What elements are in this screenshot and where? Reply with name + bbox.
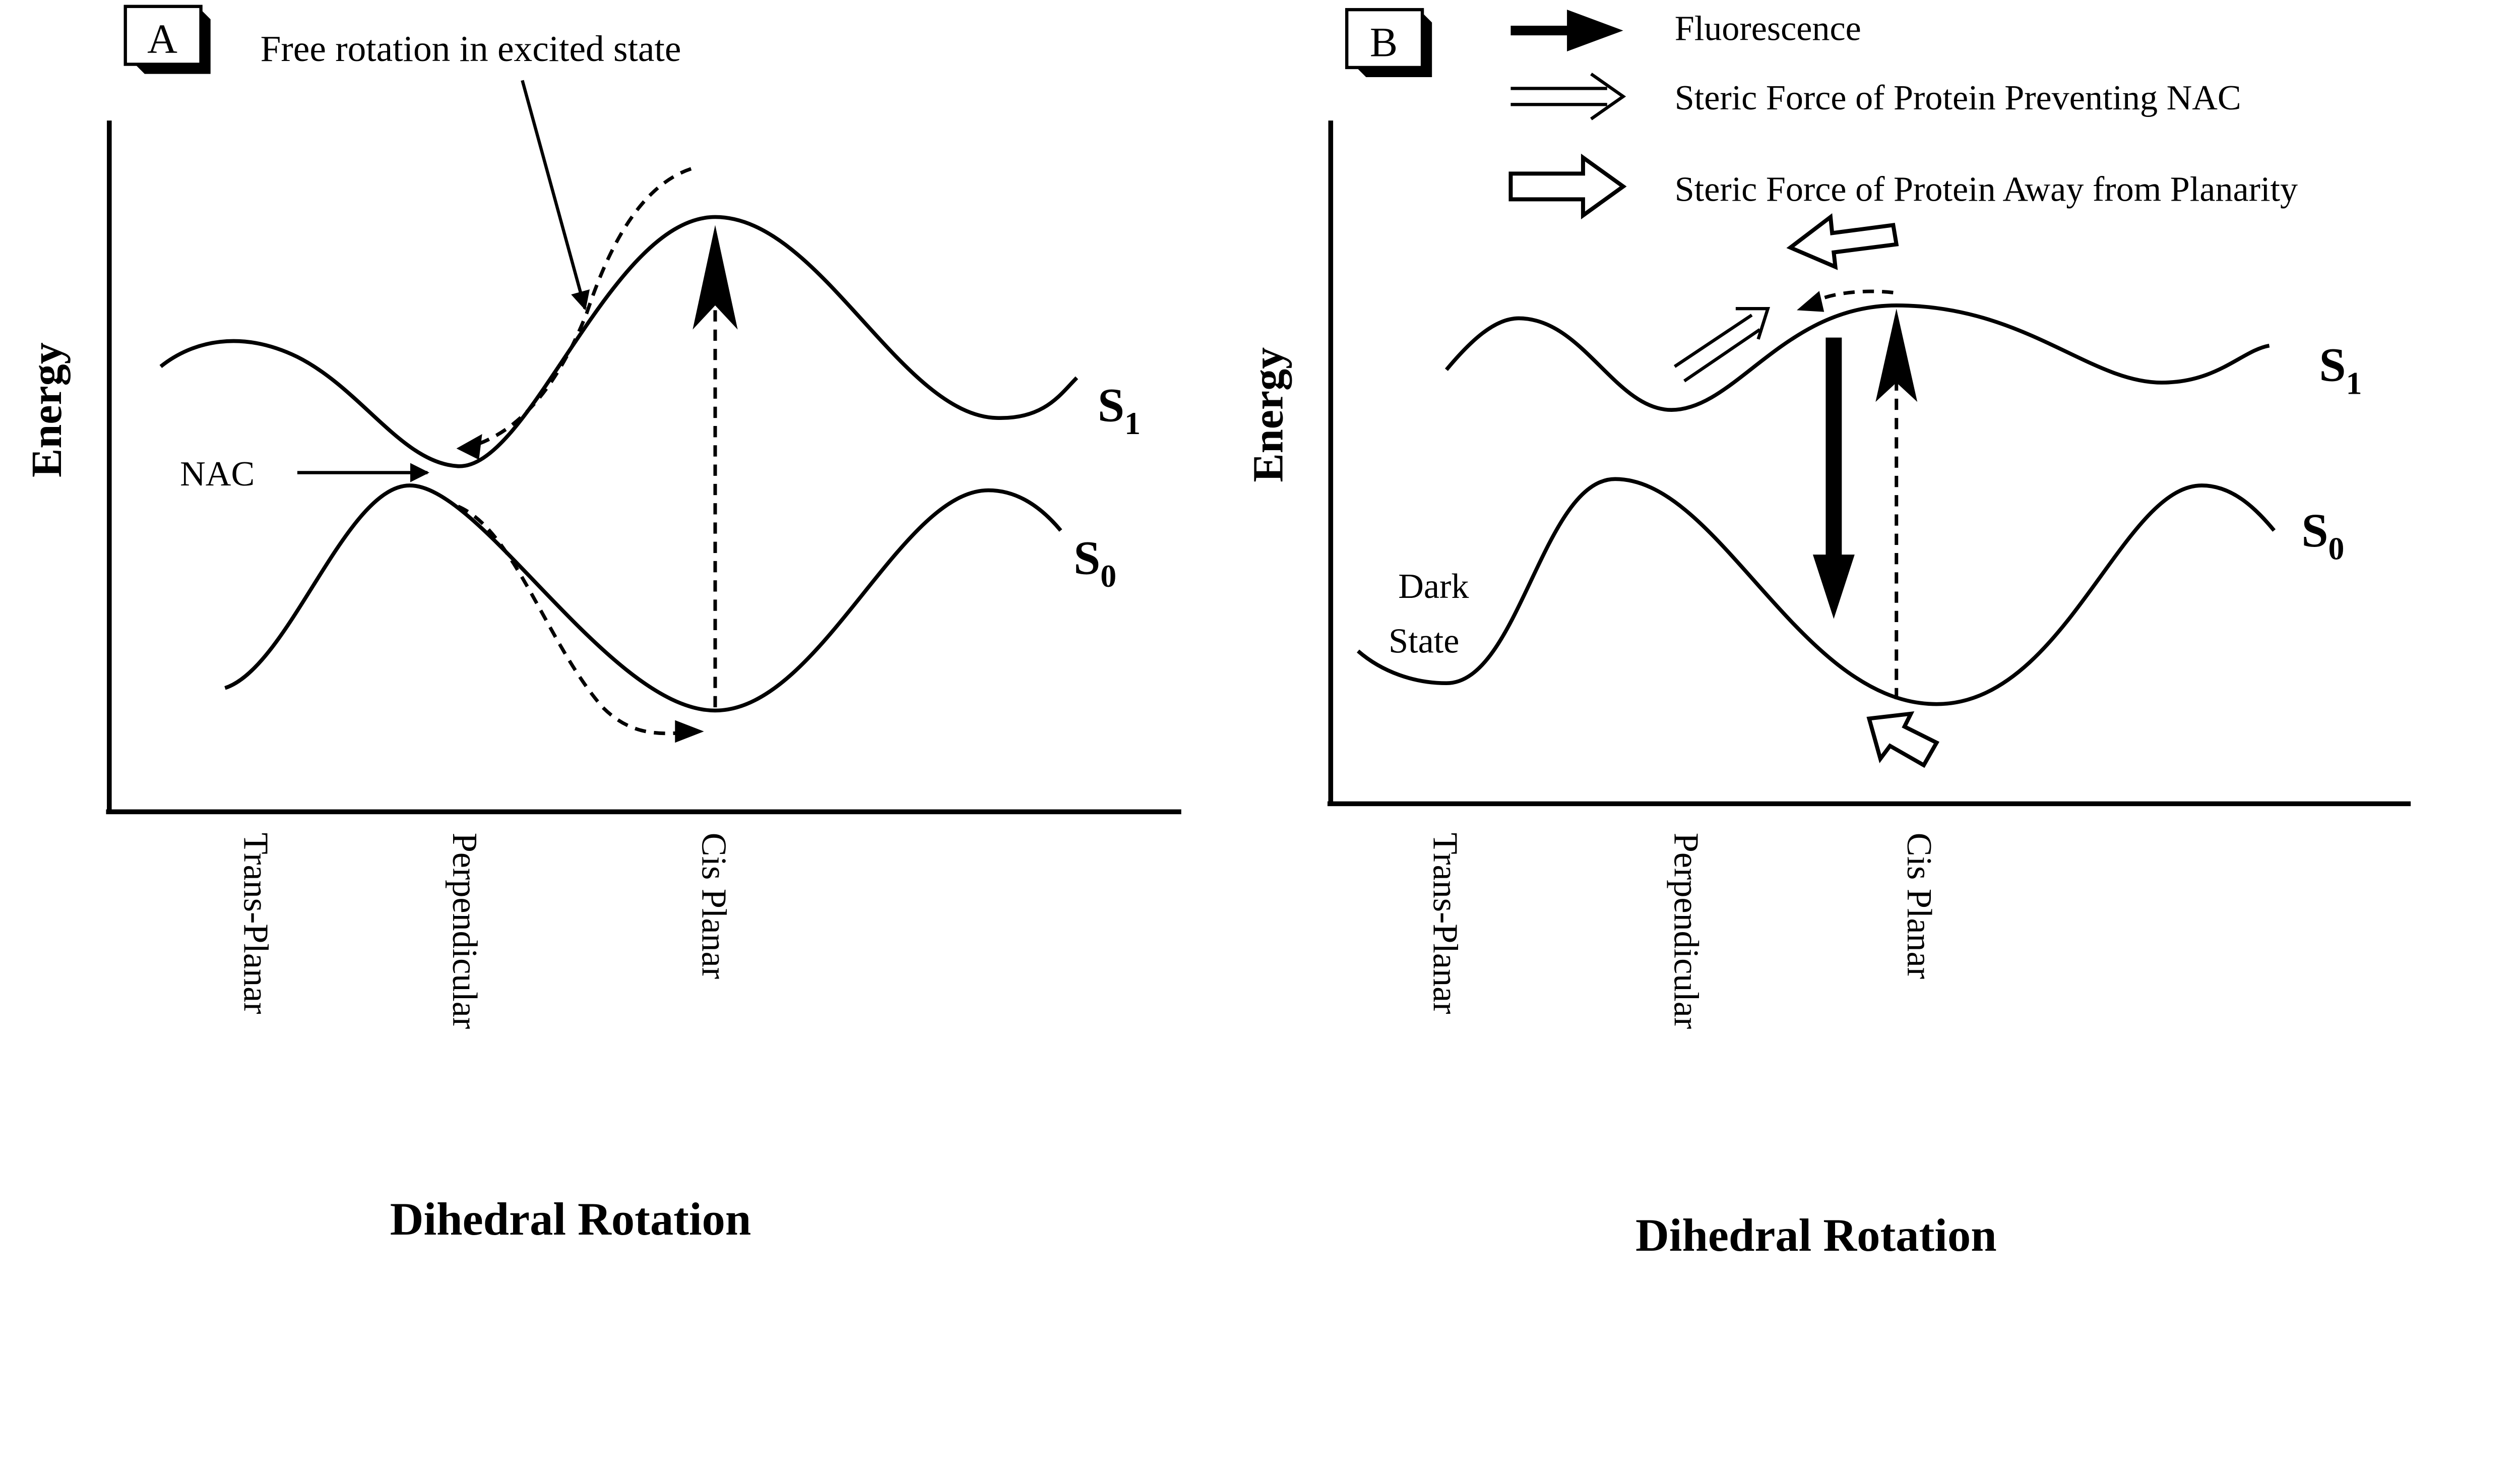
hollow-steric-arrow-top [1786,213,1899,270]
s1-curve [1444,303,2270,412]
legend-item-steric-nac: Steric Force of Protein Preventing NAC [1510,73,2241,120]
excitation-arrowhead-icon [1875,309,1918,402]
legend-item-steric-planarity: Steric Force of Protein Away from Planar… [1508,153,2298,220]
s1-label: S1 [2319,338,2362,401]
panel-b-label-box: B [1345,8,1432,78]
s1-label: S1 [1098,378,1141,441]
tick-trans-planar: Trans-Planar [1425,833,1465,1014]
dashed-arrowhead [456,434,482,460]
panel-a-label: A [147,16,177,62]
dashed-arrowhead [675,720,704,743]
filled-arrow-icon [1510,10,1623,52]
diagram: A Free rotation in excited state Energy … [22,5,2411,1260]
legend-item-fluorescence: Fluorescence [1510,9,1861,52]
s1-curve [159,215,1079,468]
s0-label: S0 [1074,531,1116,594]
panel-b: B Fluorescence Steric Force of Protein P… [1244,8,2411,1260]
legend-label: Steric Force of Protein Preventing NAC [1675,78,2241,117]
panel-a-label-box: A [123,5,211,74]
ground-state-relaxation-dashed-arrow [457,505,678,736]
legend: Fluorescence Steric Force of Protein Pre… [1508,9,2298,220]
y-axis-label: Energy [22,342,71,477]
x-axis-label: Dihedral Rotation [390,1194,751,1245]
s0-label: S0 [2301,504,2344,567]
legend-label: Fluorescence [1675,9,1861,48]
tick-perpendicular: Perpendicular [445,833,484,1029]
tick-trans-planar: Trans-Planar [236,833,276,1014]
dark-state-label-line2: State [1389,622,1459,661]
excited-state-rotation-dashed-arrow [469,167,692,449]
dark-state-label-line1: Dark [1398,567,1469,606]
hollow-steric-arrow-bottom [1866,711,1940,768]
tick-cis-planar: Cis Planar [694,833,733,979]
legend-label: Steric Force of Protein Away from Planar… [1675,170,2298,209]
s0-curve [224,483,1062,713]
panel-a: A Free rotation in excited state Energy … [22,5,1181,1245]
tick-perpendicular: Perpendicular [1667,833,1706,1029]
excitation-arrowhead-icon [692,225,738,330]
s0-curve [1357,477,2276,706]
free-rotation-annotation: Free rotation in excited state [261,28,681,69]
dashed-arrowhead [1797,291,1824,312]
y-axis-label: Energy [1244,347,1292,482]
small-dashed-arrow [1812,289,1894,304]
double-line-arrow-icon [1510,73,1626,120]
fluorescence-arrow-icon [1812,337,1855,619]
panel-b-label: B [1370,19,1398,66]
nac-annotation: NAC [180,454,255,494]
free-rotation-pointer-arrow [521,80,590,311]
double-line-steric-arrow [1673,307,1771,383]
x-axis-label: Dihedral Rotation [1635,1210,1997,1260]
tick-cis-planar: Cis Planar [1900,833,1939,979]
hollow-block-arrow-icon [1508,153,1627,220]
